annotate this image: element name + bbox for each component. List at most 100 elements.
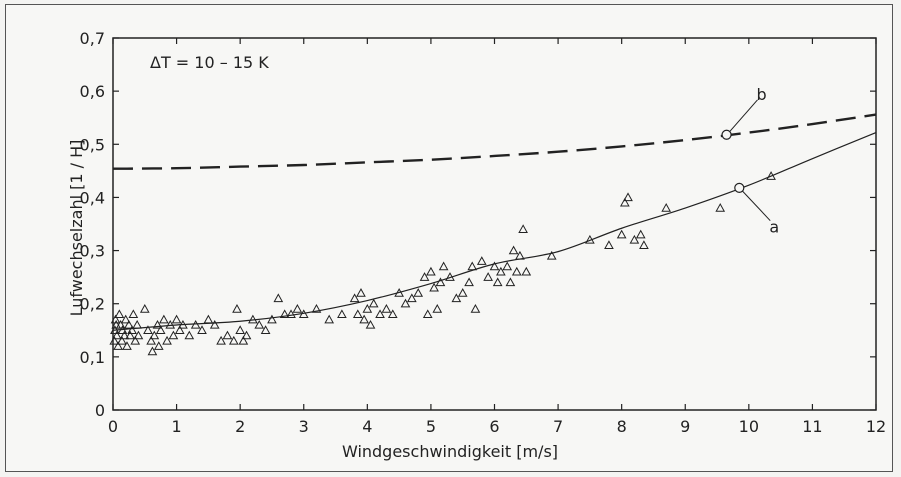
scatter-point — [197, 325, 207, 334]
scatter-point — [661, 203, 672, 212]
scatter-point — [337, 309, 347, 319]
scatter-point — [232, 303, 242, 313]
scatter-point — [152, 319, 163, 329]
y-tick-label: 0,5 — [80, 135, 105, 154]
scatter-point — [489, 261, 500, 271]
scatter-point — [216, 335, 226, 345]
scatter-point — [483, 272, 493, 281]
scatter-point — [616, 229, 627, 239]
y-tick-label: 0,6 — [80, 82, 105, 101]
scatter-point — [546, 250, 557, 260]
scatter-point — [165, 319, 176, 329]
scatter-point — [279, 309, 290, 319]
scatter-point — [115, 319, 126, 329]
scatter-point — [639, 240, 649, 249]
scatter-point — [502, 261, 513, 271]
scatter-point — [438, 261, 449, 271]
x-tick-label: 9 — [680, 417, 690, 436]
scatter-point — [359, 314, 370, 324]
y-tick-label: 0,7 — [80, 29, 105, 48]
y-axis-title: Lufwechselzahl [1 / H] — [67, 140, 86, 317]
scatter-point — [476, 256, 487, 265]
scatter-point — [132, 319, 143, 329]
scatter-point — [124, 319, 134, 329]
curve-a — [112, 132, 877, 331]
scatter-point — [715, 203, 726, 212]
x-tick-label: 1 — [171, 417, 181, 436]
y-tick-label: 0 — [95, 401, 105, 420]
curve-marker-a — [734, 182, 745, 193]
scatter-point — [387, 309, 398, 319]
x-tick-label: 4 — [362, 417, 372, 436]
scatter-point — [149, 330, 160, 340]
scatter-point — [168, 330, 179, 340]
scatter-point — [130, 335, 141, 345]
curve-label-b: b — [756, 85, 766, 104]
scatter-point — [362, 303, 373, 313]
scatter-point — [365, 319, 376, 329]
y-tick-label: 0,3 — [80, 242, 105, 261]
scatter-point — [235, 325, 246, 334]
scatter-point — [635, 229, 646, 239]
scatter-point — [113, 341, 123, 350]
scatter-point — [457, 288, 468, 297]
scatter-point — [238, 335, 249, 345]
x-tick-label: 2 — [235, 417, 245, 436]
scatter-point — [511, 266, 522, 276]
y-tick-label: 0,4 — [80, 188, 105, 207]
scatter-point — [352, 309, 363, 319]
scatter-point — [406, 293, 417, 303]
scatter-point — [117, 335, 127, 345]
scatter-point — [109, 335, 120, 345]
scatter-point — [619, 197, 630, 207]
scatter-point — [521, 266, 532, 276]
scatter-point — [153, 341, 164, 350]
scatter-point — [209, 319, 220, 329]
y-tick-label: 0,2 — [80, 295, 105, 314]
leader-line-a — [741, 190, 771, 221]
scatter-point — [127, 325, 137, 334]
scatter-point — [125, 330, 136, 340]
scatter-point — [286, 309, 296, 319]
scatter-point — [146, 335, 156, 345]
scatter-point — [604, 240, 614, 249]
scatter-point — [413, 288, 424, 297]
scatter-point — [143, 325, 153, 334]
x-tick-label: 7 — [553, 417, 563, 436]
scatter-point — [119, 330, 130, 340]
x-tick-label: 10 — [739, 417, 759, 436]
scatter-point — [400, 298, 411, 308]
scatter-point — [368, 298, 379, 308]
scatter-point — [429, 282, 439, 292]
scatter-point — [203, 314, 214, 324]
scatter-point — [470, 303, 481, 313]
scatter-point — [451, 293, 462, 303]
scatter-point — [375, 309, 385, 319]
scatter-point — [356, 288, 366, 297]
scatter-point — [381, 303, 392, 313]
scatter-point — [629, 234, 640, 244]
scatter-point — [128, 309, 139, 319]
curve-b — [112, 113, 877, 170]
scatter-point — [139, 303, 150, 313]
x-tick-label: 6 — [489, 417, 499, 436]
x-tick-label: 8 — [617, 417, 627, 436]
scatter-point — [241, 330, 252, 340]
scatter-point — [292, 303, 303, 313]
scatter-point — [505, 277, 516, 287]
scatter-point — [464, 277, 474, 287]
scatter-point — [349, 293, 360, 303]
scatter-point — [162, 335, 172, 345]
x-tick-label: 11 — [802, 417, 822, 436]
x-tick-label: 5 — [426, 417, 436, 436]
curve-label-a: a — [769, 218, 779, 237]
scatter-point — [518, 224, 528, 234]
scatter-point — [228, 335, 239, 345]
scatter-point — [467, 261, 478, 271]
scatter-point — [114, 309, 125, 319]
scatter-point — [422, 309, 433, 319]
scatter-point — [419, 272, 430, 281]
scatter-point — [111, 330, 122, 340]
x-tick-label: 12 — [866, 417, 886, 436]
